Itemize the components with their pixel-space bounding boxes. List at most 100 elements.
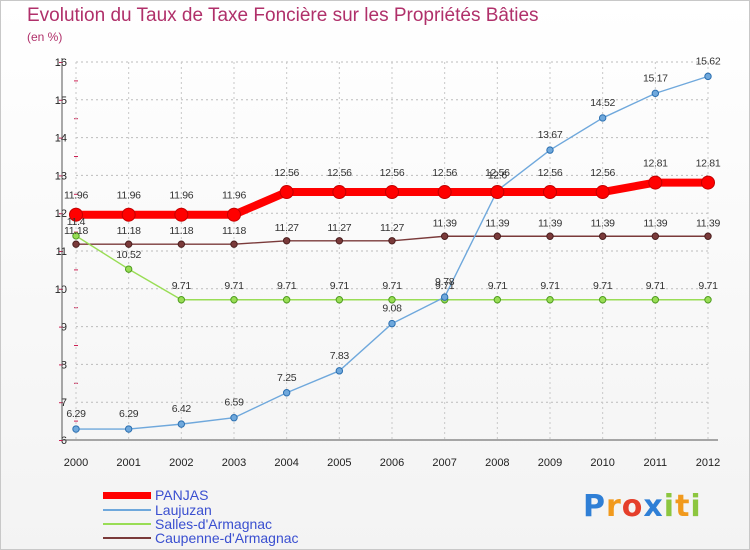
data-label-caupenne-darmagnac: 11.18: [169, 225, 193, 237]
data-point-caupenne-darmagnac: [230, 240, 238, 248]
data-point-panjas: [701, 175, 715, 190]
data-point-laujuzan: [388, 319, 396, 328]
data-label-panjas: 12.56: [380, 167, 405, 179]
x-tick-label: 2008: [485, 457, 509, 469]
legend-swatch: [103, 523, 151, 525]
data-label-caupenne-darmagnac: 11.18: [222, 225, 246, 237]
data-label-salles-darmagnac: 9.71: [488, 280, 508, 292]
data-label-caupenne-darmagnac: 11.39: [591, 217, 615, 229]
data-point-caupenne-darmagnac: [282, 237, 291, 245]
logo-letter: o: [621, 489, 644, 524]
proxiti-logo: Proxiti: [583, 489, 702, 524]
data-point-salles-darmagnac: [598, 296, 607, 304]
data-point-caupenne-darmagnac: [440, 232, 449, 240]
x-tick-label: 2007: [432, 457, 456, 469]
data-point-salles-darmagnac: [388, 296, 396, 304]
y-tick-label: 8: [61, 359, 67, 371]
data-point-salles-darmagnac: [546, 296, 554, 304]
data-point-panjas: [595, 185, 610, 200]
data-point-caupenne-darmagnac: [598, 232, 607, 240]
data-label-panjas: 12.56: [538, 167, 563, 179]
data-label-panjas: 12.81: [643, 158, 668, 170]
data-label-salles-darmagnac: 9.71: [593, 280, 613, 292]
data-label-panjas: 11.96: [222, 190, 246, 202]
data-point-panjas: [121, 207, 136, 222]
x-tick-label: 2011: [644, 457, 668, 469]
data-label-laujuzan: 9.08: [382, 303, 402, 315]
y-tick-label: 6: [61, 435, 67, 447]
data-point-laujuzan: [546, 146, 554, 154]
data-label-caupenne-darmagnac: 11.39: [643, 217, 667, 229]
data-point-laujuzan: [598, 114, 607, 122]
data-point-panjas: [543, 185, 557, 200]
data-label-caupenne-darmagnac: 11.39: [538, 217, 562, 229]
data-point-laujuzan: [282, 389, 291, 397]
data-label-salles-darmagnac: 9.71: [646, 280, 666, 292]
x-tick-label: 2012: [696, 457, 720, 469]
data-label-panjas: 12.81: [696, 158, 721, 170]
data-point-panjas: [490, 185, 505, 200]
data-point-laujuzan: [651, 89, 660, 98]
x-tick-label: 2010: [590, 457, 614, 469]
data-label-salles-darmagnac: 9.71: [224, 280, 244, 292]
data-label-panjas: 12.56: [274, 167, 299, 179]
data-label-caupenne-darmagnac: 11.27: [275, 222, 299, 234]
legend-label: Laujuzan: [155, 502, 212, 518]
logo-letter: i: [663, 489, 676, 524]
logo-letter: x: [643, 489, 664, 524]
data-label-salles-darmagnac: 9.71: [540, 280, 560, 292]
data-label-caupenne-darmagnac: 11.18: [117, 225, 141, 237]
data-label-laujuzan: 9.78: [435, 276, 455, 288]
data-label-laujuzan: 6.29: [119, 408, 139, 420]
data-point-salles-darmagnac: [282, 296, 291, 304]
x-tick-label: 2004: [274, 457, 298, 469]
data-point-salles-darmagnac: [704, 296, 712, 304]
chart-unit: (en %): [27, 30, 63, 44]
data-point-caupenne-darmagnac: [651, 232, 660, 240]
data-label-laujuzan: 6.29: [66, 408, 86, 420]
data-point-caupenne-darmagnac: [546, 232, 554, 240]
x-tick-label: 2006: [380, 457, 404, 469]
data-point-salles-darmagnac: [493, 296, 502, 304]
chart-title: Evolution du Taux de Taxe Foncière sur l…: [27, 5, 539, 26]
data-label-panjas: 11.96: [169, 190, 193, 202]
data-point-panjas: [174, 207, 189, 222]
x-tick-label: 2005: [327, 457, 351, 469]
data-label-salles-darmagnac: 9.71: [330, 280, 350, 292]
data-label-panjas: 12.56: [327, 167, 352, 179]
data-label-laujuzan: 13.67: [538, 129, 563, 141]
data-label-salles-darmagnac: 10.52: [116, 249, 141, 261]
data-point-panjas: [227, 207, 241, 222]
data-point-caupenne-darmagnac: [704, 232, 712, 240]
data-point-salles-darmagnac: [651, 296, 660, 304]
data-point-panjas: [279, 185, 294, 200]
data-point-panjas: [648, 175, 663, 190]
data-point-salles-darmagnac: [230, 296, 238, 304]
data-label-laujuzan: 15.17: [643, 72, 668, 84]
data-label-laujuzan: 15.62: [696, 55, 721, 67]
x-tick-label: 2003: [222, 457, 246, 469]
data-point-caupenne-darmagnac: [124, 240, 133, 248]
data-point-caupenne-darmagnac: [388, 237, 396, 245]
logo-letter: P: [583, 489, 606, 524]
data-label-caupenne-darmagnac: 11.39: [485, 217, 509, 229]
logo-letter: i: [690, 489, 702, 524]
data-point-laujuzan: [72, 425, 80, 433]
data-label-panjas: 11.96: [117, 190, 141, 202]
legend-label: PANJAS: [155, 487, 209, 503]
data-point-laujuzan: [440, 293, 449, 301]
data-label-caupenne-darmagnac: 11.39: [433, 217, 457, 229]
data-point-caupenne-darmagnac: [335, 237, 344, 245]
data-point-salles-darmagnac: [124, 265, 133, 273]
data-label-laujuzan: 7.83: [330, 350, 350, 362]
data-label-salles-darmagnac: 9.71: [435, 280, 455, 292]
data-label-laujuzan: 6.59: [224, 397, 244, 409]
data-label-laujuzan: 14.52: [590, 97, 615, 109]
logo-letter: r: [606, 489, 622, 524]
data-label-panjas: 12.56: [485, 167, 510, 179]
data-label-salles-darmagnac: 11.4: [67, 216, 86, 228]
data-label-salles-darmagnac: 9.71: [382, 280, 402, 292]
data-label-salles-darmagnac: 9.71: [698, 280, 718, 292]
y-tick-label: 7: [61, 397, 67, 409]
